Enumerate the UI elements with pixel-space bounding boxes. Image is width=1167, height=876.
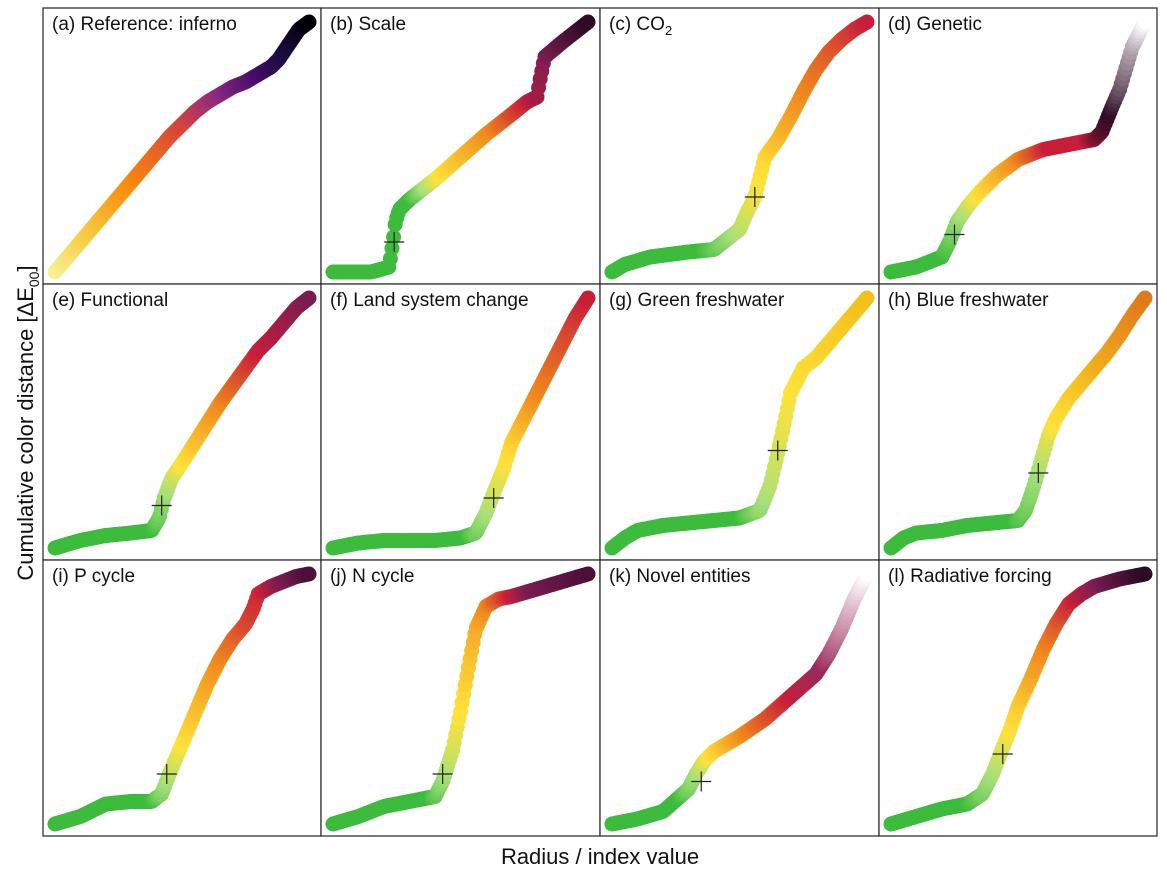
- panel-title: (g) Green freshwater: [609, 290, 785, 311]
- panel: (b) Scale: [320, 7, 601, 285]
- threshold-marker: [744, 187, 765, 207]
- series-line: [883, 566, 1153, 832]
- panel: (k) Novel entities: [599, 559, 880, 837]
- series-line: [883, 14, 1153, 280]
- series-line: [883, 290, 1153, 556]
- y-axis-label: Cumulative color distance [ΔE00]: [13, 265, 42, 580]
- threshold-marker: [151, 495, 172, 516]
- series-line: [325, 290, 596, 556]
- panel-frame: [599, 559, 880, 837]
- panel-title: (f) Land system change: [330, 290, 529, 311]
- data-point: [859, 14, 875, 30]
- threshold-marker: [156, 764, 177, 784]
- series-line: [325, 566, 596, 832]
- data-point: [1137, 290, 1153, 306]
- panel-title: (a) Reference: inferno: [52, 14, 237, 35]
- threshold-marker: [432, 764, 453, 784]
- data-point: [859, 566, 875, 582]
- threshold-marker: [384, 232, 405, 252]
- panel: (l) Radiative forcing: [878, 559, 1158, 837]
- panel: (h) Blue freshwater: [878, 283, 1158, 561]
- threshold-marker: [944, 224, 965, 245]
- panel-title: (b) Scale: [330, 14, 406, 35]
- series-line: [325, 14, 596, 280]
- panel: (g) Green freshwater: [599, 283, 880, 561]
- panel-title: (i) P cycle: [52, 566, 135, 587]
- panel: (i) P cycle: [42, 559, 322, 837]
- series-line: [604, 290, 875, 556]
- data-point: [580, 290, 596, 306]
- panel: (f) Land system change: [320, 283, 601, 561]
- panel: (a) Reference: inferno: [42, 7, 322, 285]
- panel-title-subscript: 2: [665, 23, 672, 38]
- panel-frame: [42, 559, 322, 837]
- threshold-marker: [992, 744, 1013, 764]
- data-point: [580, 14, 596, 30]
- threshold-marker: [767, 440, 788, 461]
- data-point: [301, 290, 317, 306]
- panel-title: (c) CO2: [609, 14, 672, 38]
- series-line: [604, 566, 875, 832]
- data-point: [580, 566, 596, 582]
- data-point: [301, 566, 317, 582]
- series-line: [47, 290, 317, 556]
- panel-title: (k) Novel entities: [609, 566, 751, 587]
- threshold-marker: [483, 488, 504, 508]
- series-line: [47, 14, 317, 280]
- data-point: [1137, 566, 1153, 582]
- threshold-marker: [691, 771, 712, 792]
- data-point: [301, 14, 317, 30]
- panel-title: (h) Blue freshwater: [888, 290, 1049, 311]
- series-line: [604, 14, 875, 280]
- panel-title: (d) Genetic: [888, 14, 982, 35]
- x-axis-label: Radius / index value: [501, 844, 699, 869]
- panel-frame: [320, 283, 601, 561]
- data-point: [1137, 14, 1153, 30]
- panel: (d) Genetic: [878, 7, 1158, 285]
- panel-frame: [878, 7, 1158, 285]
- data-point: [859, 290, 875, 306]
- threshold-marker: [1028, 463, 1049, 483]
- panels-layer: (a) Reference: inferno (b) Scale (c) CO2 (d…: [42, 7, 1158, 837]
- panel-title: (j) N cycle: [330, 566, 414, 587]
- panel-title: (l) Radiative forcing: [888, 566, 1052, 587]
- panel: (j) N cycle: [320, 559, 601, 837]
- data-point: [384, 240, 400, 256]
- panel: (c) CO2: [599, 7, 880, 285]
- panel: (e) Functional: [42, 283, 322, 561]
- data-point: [386, 229, 402, 245]
- panel-title: (e) Functional: [52, 290, 168, 311]
- series-line: [47, 566, 317, 832]
